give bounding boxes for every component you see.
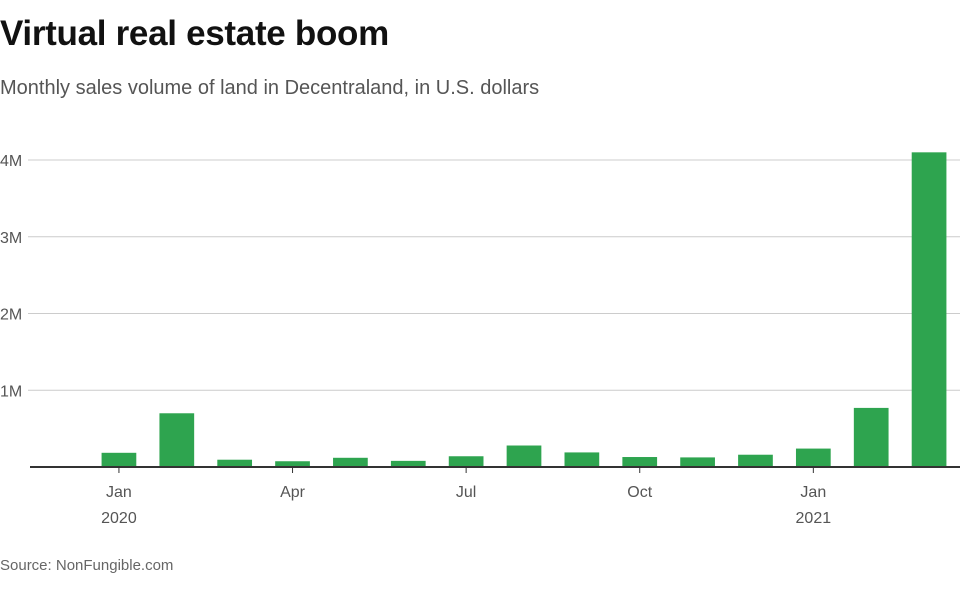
x-tick-label-month: Apr [280,484,306,501]
bar-dec-2020 [738,454,773,467]
y-tick-label: 4M [0,153,22,170]
source-note: Source: NonFungible.com [0,557,174,574]
axes: Jan 2020 Apr Jul Oct Jan 2021 [30,466,960,527]
chart-subtitle: Monthly sales volume of land in Decentra… [0,77,540,99]
bar-mar-2021 [911,152,947,467]
x-tick-label-month: Jan [106,484,132,501]
bar-jan-2020 [101,452,137,467]
gridlines: 1M 2M 3M 4M [0,153,960,400]
y-tick-label: 3M [0,230,22,247]
y-tick-label: 2M [0,307,22,324]
bar-chart: 1M 2M 3M 4M Jan 2020 Apr Jul Oct Jan 2021 [0,152,960,527]
bar-jun-2020 [390,460,426,467]
bar-feb-2021 [853,407,889,467]
bars [101,152,947,467]
bar-sep-2020 [564,452,600,467]
bar-feb-2020 [159,413,195,467]
chart-title: Virtual real estate boom [0,14,389,53]
bar-aug-2020 [506,445,542,467]
bar-jan-2021 [795,448,831,467]
bar-apr-2020 [275,461,310,467]
x-tick-label-year: 2021 [796,510,832,527]
x-tick-label-month: Jul [456,484,476,501]
x-tick-label-month: Oct [627,484,652,501]
bar-oct-2020 [622,457,658,467]
x-tick-label-month: Jan [800,484,826,501]
bar-nov-2020 [680,457,715,467]
bar-jul-2020 [448,456,484,467]
y-tick-label: 1M [0,383,22,400]
x-tick-label-year: 2020 [101,510,137,527]
bar-mar-2020 [217,459,253,467]
bar-may-2020 [333,457,368,467]
